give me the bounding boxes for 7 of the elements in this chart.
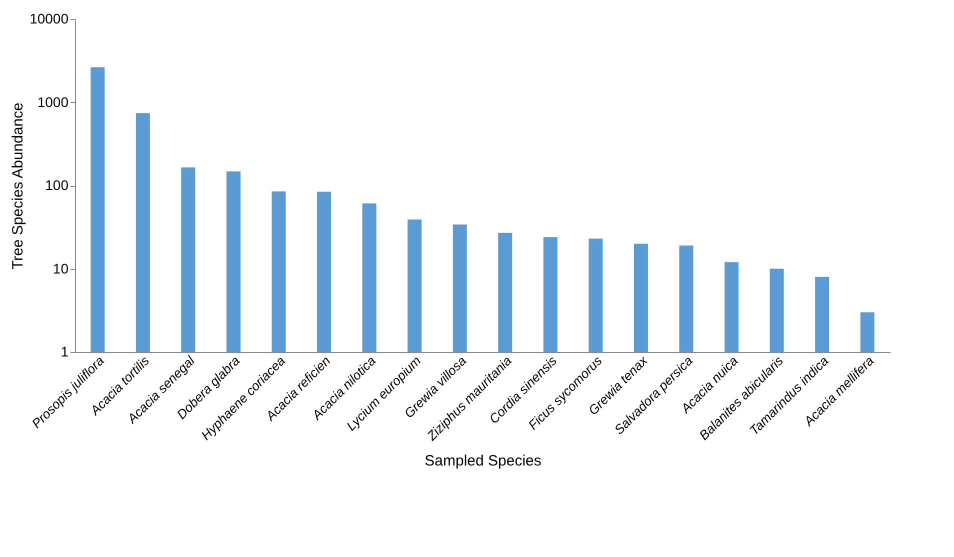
y-tick-label: 1000	[37, 94, 69, 110]
y-tick-label: 100	[45, 177, 69, 193]
x-axis-title: Sampled Species	[424, 452, 542, 470]
y-tick-label: 1	[60, 344, 69, 360]
y-tick-label: 10	[52, 260, 69, 276]
y-tick-label: 10000	[30, 10, 69, 26]
y-axis-title: Tree Species Abundance	[10, 102, 27, 270]
